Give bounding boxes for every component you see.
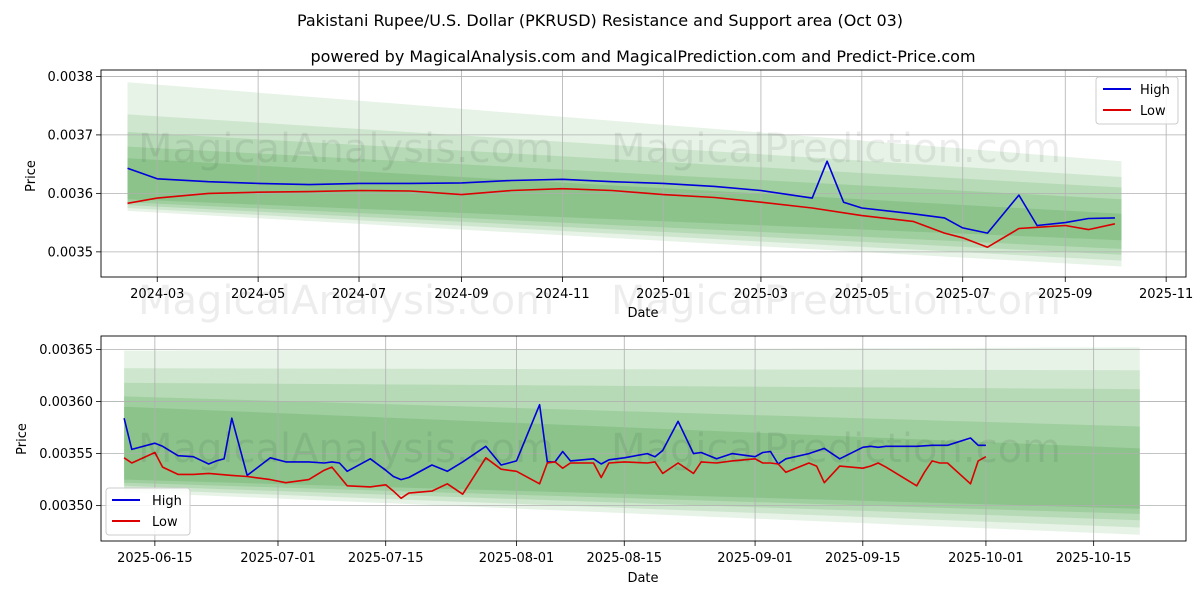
top-y-axis-label: Price xyxy=(24,160,39,192)
bottom-x-tick-label: 2025-07-01 xyxy=(240,551,316,566)
top-series-low-line xyxy=(127,187,1116,248)
top-x-tick-label: 2025-09 xyxy=(1038,287,1092,302)
top-x-tick-label: 2025-03 xyxy=(734,287,788,302)
top-y-tick-label: 0.0037 xyxy=(48,128,94,143)
top-series-high-line xyxy=(127,160,1115,234)
bottom-band-4 xyxy=(124,396,1140,514)
top-legend-high-label: High xyxy=(1140,83,1170,98)
top-band-2 xyxy=(127,114,1122,261)
top-x-axis-label: Date xyxy=(627,306,658,321)
bottom-x-tick-label: 2025-10-01 xyxy=(948,551,1024,566)
top-x-tick-label: 2025-01 xyxy=(636,287,690,302)
bottom-chart-panel: 2025-06-15 2025-07-01 2025-07-15 2025-08-01… xyxy=(15,335,1187,586)
chart-title: Pakistani Rupee/U.S. Dollar (PKRUSD) Res… xyxy=(297,11,903,30)
bottom-series-high-line xyxy=(123,403,986,481)
bottom-y-tick-label: 0.00365 xyxy=(39,343,93,358)
top-x-tick-label: 2024-09 xyxy=(434,287,488,302)
top-band-1 xyxy=(127,82,1122,267)
watermark-magical-prediction-bottom: MagicalPrediction.com xyxy=(611,426,1061,472)
bottom-legend-low-label: Low xyxy=(152,515,178,530)
bottom-plot-area: 2025-06-15 2025-07-01 2025-07-15 2025-08-01… xyxy=(39,335,1187,566)
top-plot-area: 2024-03 2024-05 2024-07 2024-09 2024-11 2025-… xyxy=(48,69,1193,302)
top-x-tick-label: 2025-05 xyxy=(835,287,889,302)
bottom-band-1 xyxy=(124,347,1140,535)
bottom-x-tick-label: 2025-10-15 xyxy=(1056,551,1132,566)
top-y-tick-label: 0.0036 xyxy=(48,187,94,202)
top-x-tick-label: 2024-05 xyxy=(231,287,285,302)
top-axes-frame xyxy=(100,69,1187,278)
top-band-5 xyxy=(127,158,1122,241)
bottom-legend: High Low xyxy=(105,487,191,536)
bottom-y-tick-label: 0.00360 xyxy=(39,395,93,410)
top-x-tick-label: 2025-11 xyxy=(1139,287,1193,302)
top-chart-panel: 2024-03 2024-05 2024-07 2024-09 2024-11 2025-… xyxy=(24,69,1193,324)
top-x-tick-label: 2024-03 xyxy=(130,287,184,302)
bottom-y-axis-label: Price xyxy=(15,423,30,455)
top-legend: High Low xyxy=(1095,76,1179,125)
bottom-x-tick-label: 2025-09-15 xyxy=(825,551,901,566)
bottom-band-5 xyxy=(124,406,1140,509)
bottom-x-tick-label: 2025-08-15 xyxy=(586,551,662,566)
top-x-tick-label: 2024-11 xyxy=(535,287,589,302)
watermark-magical-prediction-top: MagicalPrediction.com xyxy=(611,126,1061,172)
bottom-x-tick-label: 2025-08-01 xyxy=(479,551,555,566)
bottom-x-tick-label: 2025-07-15 xyxy=(348,551,424,566)
bottom-series-low-line xyxy=(123,451,987,500)
bottom-y-tick-label: 0.00350 xyxy=(39,499,93,514)
top-band-4 xyxy=(127,146,1122,249)
bottom-x-tick-label: 2025-06-15 xyxy=(117,551,193,566)
watermark-magical-analysis-top: MagicalAnalysis.com xyxy=(138,126,554,172)
bottom-y-tick-label: 0.00355 xyxy=(39,447,93,462)
bottom-axes-frame xyxy=(100,335,1187,542)
chart-subtitle: powered by MagicalAnalysis.com and Magic… xyxy=(310,47,975,66)
bottom-x-axis-label: Date xyxy=(627,571,658,586)
watermark-magical-prediction-top-lower: MagicalPrediction.com xyxy=(611,278,1061,324)
top-x-tick-label: 2025-07 xyxy=(936,287,990,302)
top-y-tick-label: 0.0038 xyxy=(48,70,94,85)
watermark-magical-analysis-top-lower: MagicalAnalysis.com xyxy=(138,278,554,324)
bottom-legend-high-label: High xyxy=(152,494,182,509)
top-x-tick-label: 2024-07 xyxy=(332,287,386,302)
watermark-magical-analysis-bottom: MagicalAnalysis.com xyxy=(138,426,554,472)
top-legend-low-label: Low xyxy=(1140,104,1166,119)
top-y-tick-label: 0.0035 xyxy=(48,245,94,260)
bottom-x-tick-label: 2025-09-01 xyxy=(717,551,793,566)
bottom-band-2 xyxy=(124,368,1140,528)
